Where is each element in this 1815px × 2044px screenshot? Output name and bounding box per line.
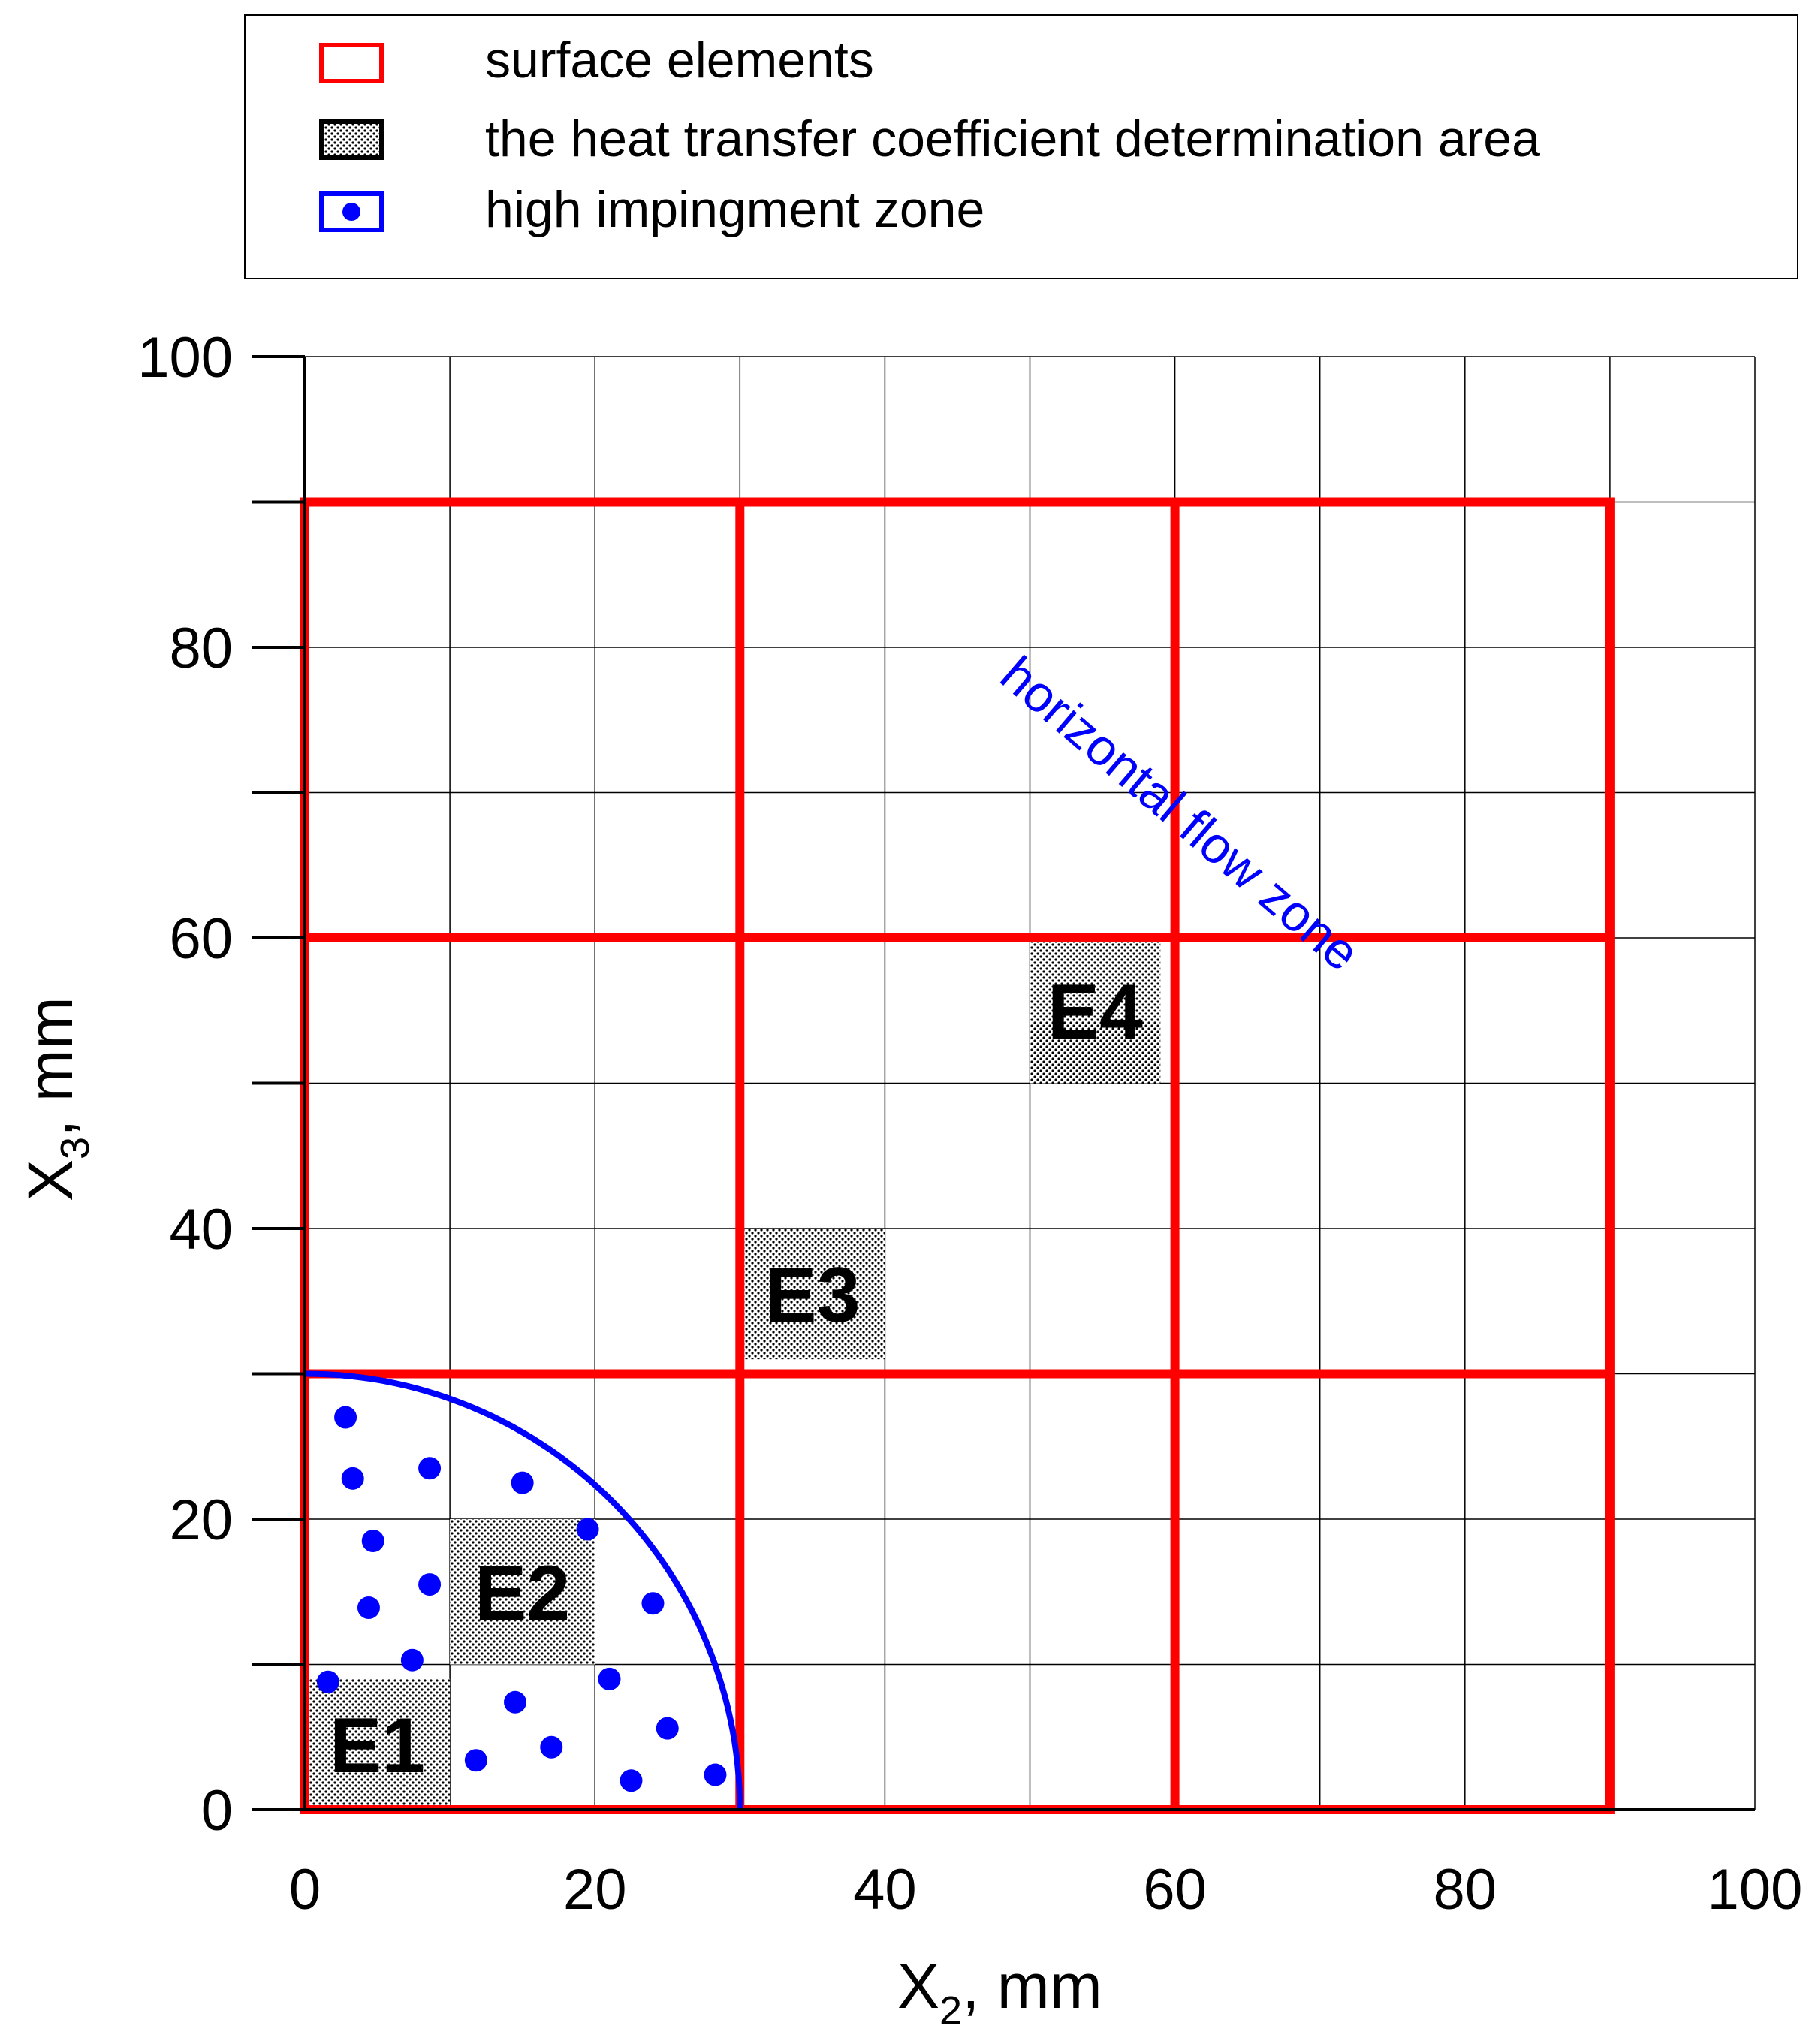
y-tick-label: 100 — [137, 326, 233, 390]
legend-symbol-impingement-dot — [342, 203, 360, 221]
legend: surface elements the heat transfer coeff… — [244, 14, 1798, 279]
x-axis-title-sub: 2 — [939, 1988, 962, 2033]
y-tick-label: 20 — [169, 1488, 233, 1552]
determination-area-label-e1: E1 — [330, 1702, 425, 1789]
y-axis-title: X3, mm — [15, 996, 98, 1201]
legend-label-determination-area: the heat transfer coefficient determinat… — [485, 110, 1540, 167]
legend-label-impingement-zone: high impingment zone — [485, 181, 984, 238]
y-axis-title-main: X — [15, 1159, 86, 1201]
y-tick-label: 60 — [169, 907, 233, 971]
axes: 0 20 40 60 80 100 0 20 40 60 80 100 — [137, 326, 1802, 1922]
x-axis-title-main: X — [897, 1951, 939, 2021]
x-tick-label: 40 — [853, 1858, 917, 1922]
x-tick-label: 20 — [563, 1858, 627, 1922]
impingement-point — [464, 1749, 487, 1772]
x-tick-label: 0 — [289, 1858, 321, 1922]
impingement-zone-boundary — [304, 1370, 743, 1810]
impingement-point — [357, 1596, 380, 1620]
determination-area-e4 — [1030, 938, 1161, 1084]
impingement-point — [418, 1457, 442, 1480]
impingement-point — [418, 1573, 442, 1596]
impingement-point — [503, 1690, 526, 1714]
impingement-point — [341, 1467, 364, 1490]
impingement-zone — [304, 1370, 743, 1810]
legend-symbol-surface-elements — [319, 43, 384, 83]
y-tick-label: 80 — [169, 617, 233, 680]
x-axis-title: X2, mm — [897, 1951, 1102, 2033]
determination-area-label-e2: E2 — [475, 1550, 570, 1637]
legend-label-surface-elements: surface elements — [485, 32, 874, 89]
legend-box — [244, 14, 1798, 279]
determination-area-e2 — [450, 1519, 595, 1665]
determination-areas — [305, 938, 1161, 1810]
impingement-point — [704, 1763, 727, 1786]
legend-symbol-determination-area — [319, 119, 384, 160]
impingement-point — [641, 1592, 665, 1615]
y-axis-title-suffix: , mm — [15, 996, 86, 1137]
impingement-point — [656, 1717, 679, 1740]
impingement-point — [598, 1667, 621, 1690]
impingement-point — [576, 1518, 599, 1541]
determination-area-label-e4: E4 — [1048, 969, 1143, 1056]
x-tick-label: 100 — [1708, 1858, 1803, 1922]
horizontal-flow-zone-annotation: horizontal flow zone — [990, 646, 1370, 982]
x-tick-label: 80 — [1434, 1858, 1497, 1922]
y-tick-label: 0 — [201, 1779, 233, 1843]
impingement-point — [620, 1769, 643, 1792]
impingement-point — [400, 1648, 424, 1672]
impingement-point — [361, 1530, 384, 1553]
impingement-point — [511, 1471, 534, 1494]
determination-area-e3 — [740, 1229, 885, 1360]
legend-symbol-impingement-zone — [319, 191, 384, 232]
y-axis-title-sub: 3 — [53, 1137, 98, 1159]
impingement-point — [334, 1406, 357, 1429]
determination-area-label-e3: E3 — [764, 1252, 860, 1339]
impingement-point — [540, 1735, 563, 1759]
y-tick-label: 40 — [169, 1198, 233, 1262]
area-labels: E1 E2 E3 E4 — [330, 969, 1143, 1789]
determination-area-e1 — [305, 1678, 451, 1810]
impingement-point — [316, 1670, 339, 1693]
x-tick-label: 60 — [1143, 1858, 1207, 1922]
x-axis-title-suffix: , mm — [962, 1951, 1102, 2021]
